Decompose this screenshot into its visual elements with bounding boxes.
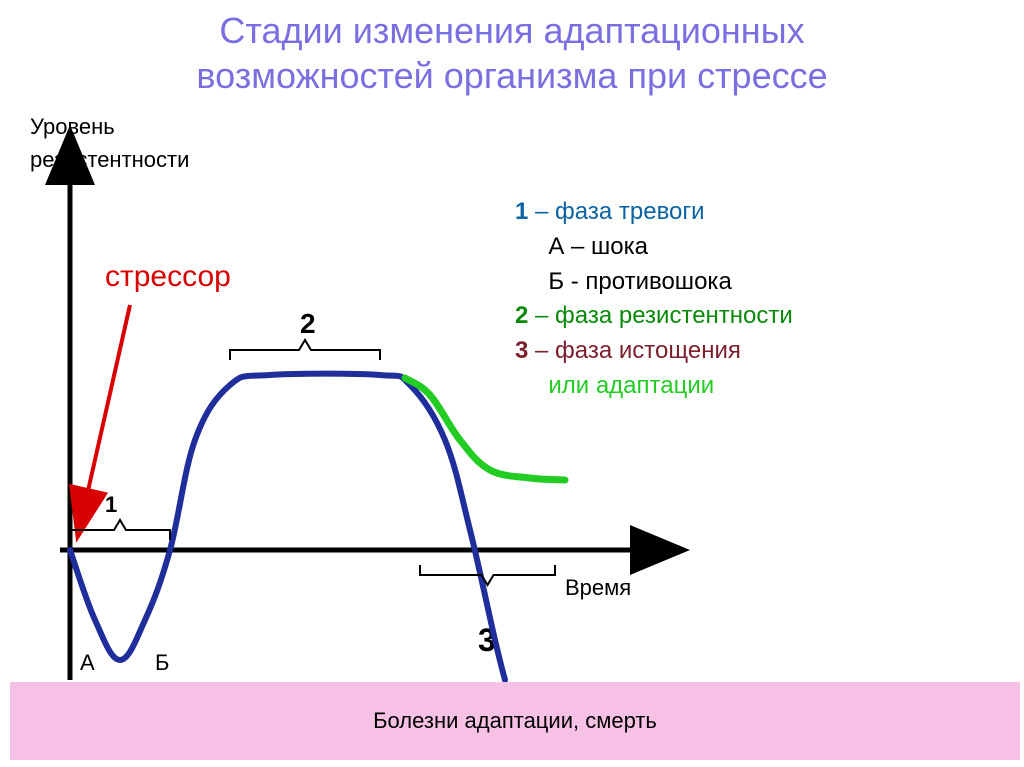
stress-curve-chart	[0, 0, 1024, 767]
footer-band: Болезни адаптации, смерть	[10, 682, 1020, 760]
footer-text: Болезни адаптации, смерть	[10, 682, 1020, 734]
